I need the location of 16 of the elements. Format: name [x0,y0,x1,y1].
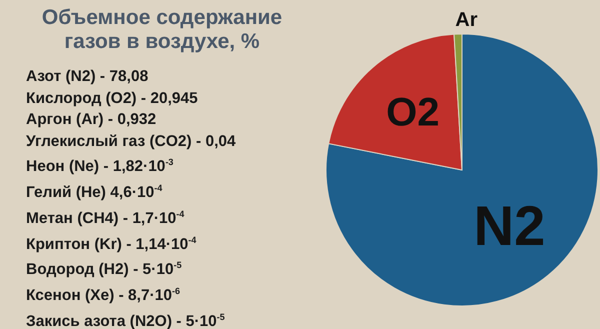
text: Водород (H2) - 5·10$^{-5}$ [26,259,183,281]
text: Кислород (O2) - 20,945 [26,88,199,109]
slice-label: Ar [455,9,478,32]
text: Азот (N2) - 78,08 [26,67,150,87]
chart-title: Объемное содержание газов в воздухе, % [40,6,284,54]
text: Аргон (Ar) - 0,932 [26,110,158,130]
text: Метан (CH4) - 1,7·10$^{-4}$ [26,208,186,230]
pie-slice [326,34,598,306]
text: Углекислый газ (CO2) - 0,04 [26,132,236,152]
text: Гелий (He) 4,6·10$^{-4}$ [26,182,164,204]
slice-label: O2 [386,90,440,135]
text: Криптон (Kr) - 1,14·10$^{-4}$ [26,234,198,255]
text: Ксенон (Xe) - 8,7·10$^{-6}$ [26,285,182,306]
text: Неон (Ne) - 1,82·10$^{-3}$ [26,156,174,178]
text: Закись азота (N2O) - 5·10$^{-5}$ [26,310,226,329]
slice-label: N2 [474,194,546,257]
